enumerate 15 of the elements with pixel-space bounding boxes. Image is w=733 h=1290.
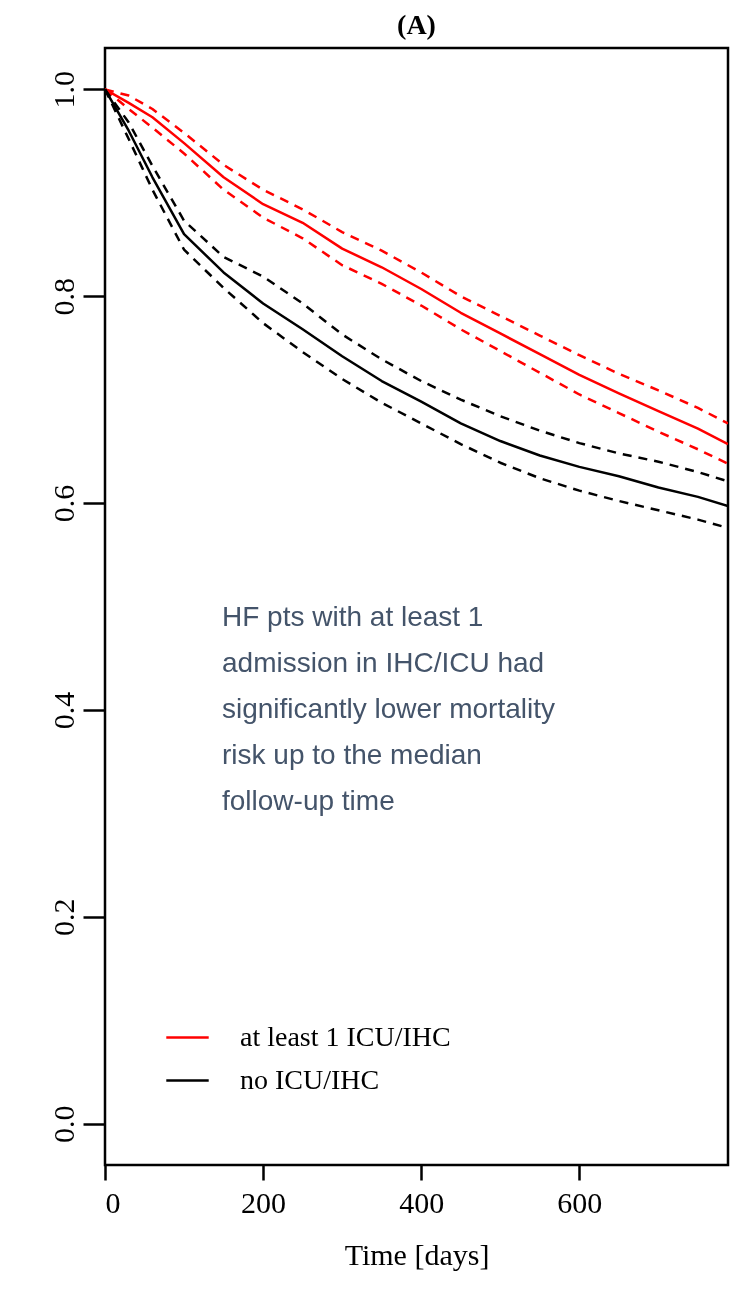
x-tick-label: 400: [399, 1185, 445, 1219]
y-tick-label: 0.2: [46, 898, 80, 937]
legend-label: at least 1 ICU/IHC: [240, 1020, 451, 1052]
y-tick-label: 0.0: [46, 1105, 80, 1143]
x-axis-title: Time [days]: [344, 1237, 490, 1271]
y-tick-label: 0.6: [46, 484, 80, 523]
chart-title: (A): [397, 9, 436, 40]
legend-label: no ICU/IHC: [240, 1063, 380, 1095]
annotation: HF pts with at least 1 admission in IHC/ICU had significantly lower mortality risk up to the median follow-up time: [222, 601, 555, 816]
x-tick-label: 0: [105, 1185, 121, 1219]
y-tick-label: 0.8: [46, 277, 80, 316]
y-tick-label: 0.4: [46, 691, 80, 730]
y-tick-label: 1.0: [46, 71, 80, 109]
x-tick-label: 600: [557, 1185, 603, 1219]
x-tick-label: 200: [241, 1185, 287, 1219]
